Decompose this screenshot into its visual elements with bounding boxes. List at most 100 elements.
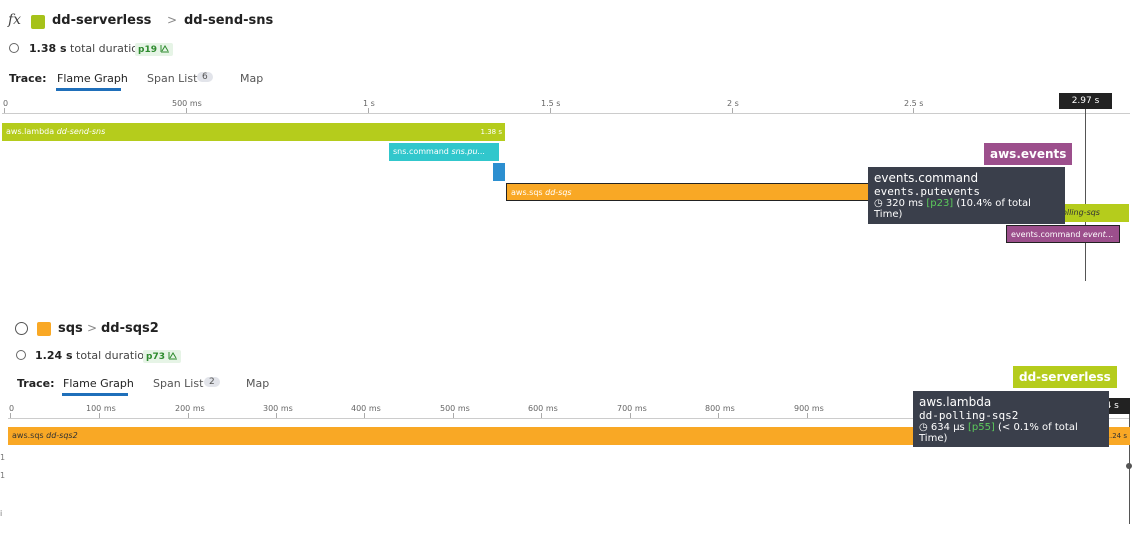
percentile-label: p19 xyxy=(138,45,157,55)
clock-icon xyxy=(9,43,19,53)
percentile-badge[interactable]: p19 xyxy=(135,43,174,56)
axis-tick xyxy=(550,108,551,113)
axis-tick-label: 100 ms xyxy=(86,404,116,413)
axis-tick xyxy=(807,413,808,418)
tooltip-share: (10.4% of total Time) xyxy=(874,198,1031,220)
active-tab-indicator xyxy=(62,393,128,396)
tab-flame-graph[interactable]: Flame Graph xyxy=(57,72,128,85)
span-tooltip: events.command events.putevents ◷ 320 ms… xyxy=(868,167,1065,224)
tooltip-resource: events.putevents xyxy=(874,185,980,198)
tooltip-time: ◷ 634 µs [p55] (< 0.1% of total Time) xyxy=(919,422,1103,444)
function-icon: fx xyxy=(8,12,22,28)
axis-tick-label: 800 ms xyxy=(705,404,735,413)
axis-tick xyxy=(732,108,733,113)
axis-tick xyxy=(453,413,454,418)
total-duration: 1.38 s total duration xyxy=(29,42,145,55)
span-bar-sns-command[interactable]: sns.command sns.pu... xyxy=(389,143,499,161)
span-bar-events-command[interactable]: events.command event... xyxy=(1006,225,1120,243)
axis-tick xyxy=(913,108,914,113)
span-resource: dd-send-sns xyxy=(56,127,106,136)
duration-text: total duration xyxy=(76,349,151,362)
axis-tick xyxy=(99,413,100,418)
axis-tick xyxy=(10,413,11,418)
left-edge-fragment: 1 xyxy=(0,453,6,462)
globe-icon xyxy=(15,322,28,335)
tab-span-list[interactable]: Span List xyxy=(153,377,204,390)
span-operation: events.command xyxy=(1011,230,1081,239)
timeline-axis xyxy=(8,418,1130,419)
span-count-badge: 2 xyxy=(204,377,220,387)
span-resource: sns.pu... xyxy=(451,147,486,156)
service-color-swatch xyxy=(37,322,51,336)
tooltip-time: ◷ 320 ms [p23] (10.4% of total Time) xyxy=(874,198,1059,220)
tab-flame-graph[interactable]: Flame Graph xyxy=(63,377,134,390)
cursor-line xyxy=(1129,414,1130,524)
axis-tick xyxy=(186,108,187,113)
axis-tick-label: 900 ms xyxy=(794,404,824,413)
tooltip-operation: events.command xyxy=(874,171,979,185)
resource-name[interactable]: dd-send-sns xyxy=(184,13,274,28)
span-resource: dd-sqs xyxy=(545,188,572,197)
span-operation: aws.lambda xyxy=(6,127,55,136)
axis-tick xyxy=(630,413,631,418)
axis-tick-label: 300 ms xyxy=(263,404,293,413)
service-color-swatch xyxy=(31,15,45,29)
breadcrumb-separator: > xyxy=(167,13,178,27)
clock-icon: ◷ xyxy=(874,198,883,209)
span-resource: dd-sqs2 xyxy=(46,431,78,440)
span-operation: aws.sqs xyxy=(511,188,543,197)
axis-tick-label: 200 ms xyxy=(175,404,205,413)
axis-tick xyxy=(718,413,719,418)
axis-tick xyxy=(276,413,277,418)
axis-tick-label: 1.5 s xyxy=(541,99,561,108)
axis-tick xyxy=(188,413,189,418)
distribution-chart-icon xyxy=(168,352,178,360)
span-resource: -polling-sqs xyxy=(1054,208,1100,217)
span-bar-polling-sqs[interactable]: -polling-sqs xyxy=(1050,204,1129,222)
duration-text: total duration xyxy=(70,42,145,55)
axis-tick-label: 0 xyxy=(9,404,15,413)
span-operation: aws.sqs xyxy=(12,431,44,440)
percentile-label: p73 xyxy=(146,352,165,362)
span-duration: 1.38 s xyxy=(480,128,502,136)
left-edge-fragment: 1 xyxy=(0,471,6,480)
axis-tick xyxy=(541,413,542,418)
duration-value: 1.38 s xyxy=(29,42,67,55)
hover-service-tag: aws.events xyxy=(984,143,1073,165)
tab-map[interactable]: Map xyxy=(246,377,270,390)
cursor-line xyxy=(1085,109,1086,281)
total-duration: 1.24 s total duration xyxy=(35,349,151,362)
active-tab-indicator xyxy=(56,88,121,91)
span-tooltip: aws.lambda dd-polling-sqs2 ◷ 634 µs [p55… xyxy=(913,391,1109,447)
axis-tick xyxy=(368,108,369,113)
axis-tick-label: 0 xyxy=(3,99,9,108)
axis-tick-label: 600 ms xyxy=(528,404,558,413)
percentile-badge[interactable]: p73 xyxy=(143,350,182,363)
tab-map[interactable]: Map xyxy=(240,72,264,85)
span-bar-aws-lambda[interactable]: aws.lambda dd-send-sns 1.38 s xyxy=(2,123,505,141)
span-bar-small[interactable] xyxy=(493,163,505,181)
axis-tick-label: 1 s xyxy=(363,99,375,108)
span-count-badge: 6 xyxy=(197,72,213,82)
trace-label: Trace: xyxy=(9,72,47,85)
axis-tick-label: 2.5 s xyxy=(904,99,924,108)
timeline-axis xyxy=(2,113,1130,114)
service-name[interactable]: dd-serverless xyxy=(52,13,152,28)
span-bar-aws-sqs[interactable]: aws.sqs dd-sqs2 1.24 s xyxy=(8,427,1130,445)
left-edge-fragment: i xyxy=(0,509,3,518)
tooltip-duration: 320 ms xyxy=(885,198,924,209)
span-resource: event... xyxy=(1082,230,1114,239)
service-name[interactable]: sqs xyxy=(58,321,83,336)
axis-tick-label: 500 ms xyxy=(440,404,470,413)
trace-label: Trace: xyxy=(17,377,55,390)
tooltip-percentile: [p23] xyxy=(926,198,954,209)
resource-name[interactable]: dd-sqs2 xyxy=(101,321,159,336)
tab-span-list[interactable]: Span List xyxy=(147,72,198,85)
tooltip-share: (< 0.1% of total Time) xyxy=(919,422,1078,444)
end-time-marker: 2.97 s xyxy=(1059,93,1112,109)
axis-tick-label: 500 ms xyxy=(172,99,202,108)
tooltip-duration: 634 µs xyxy=(930,422,965,433)
duration-value: 1.24 s xyxy=(35,349,73,362)
axis-tick xyxy=(4,108,5,113)
axis-tick-label: 700 ms xyxy=(617,404,647,413)
